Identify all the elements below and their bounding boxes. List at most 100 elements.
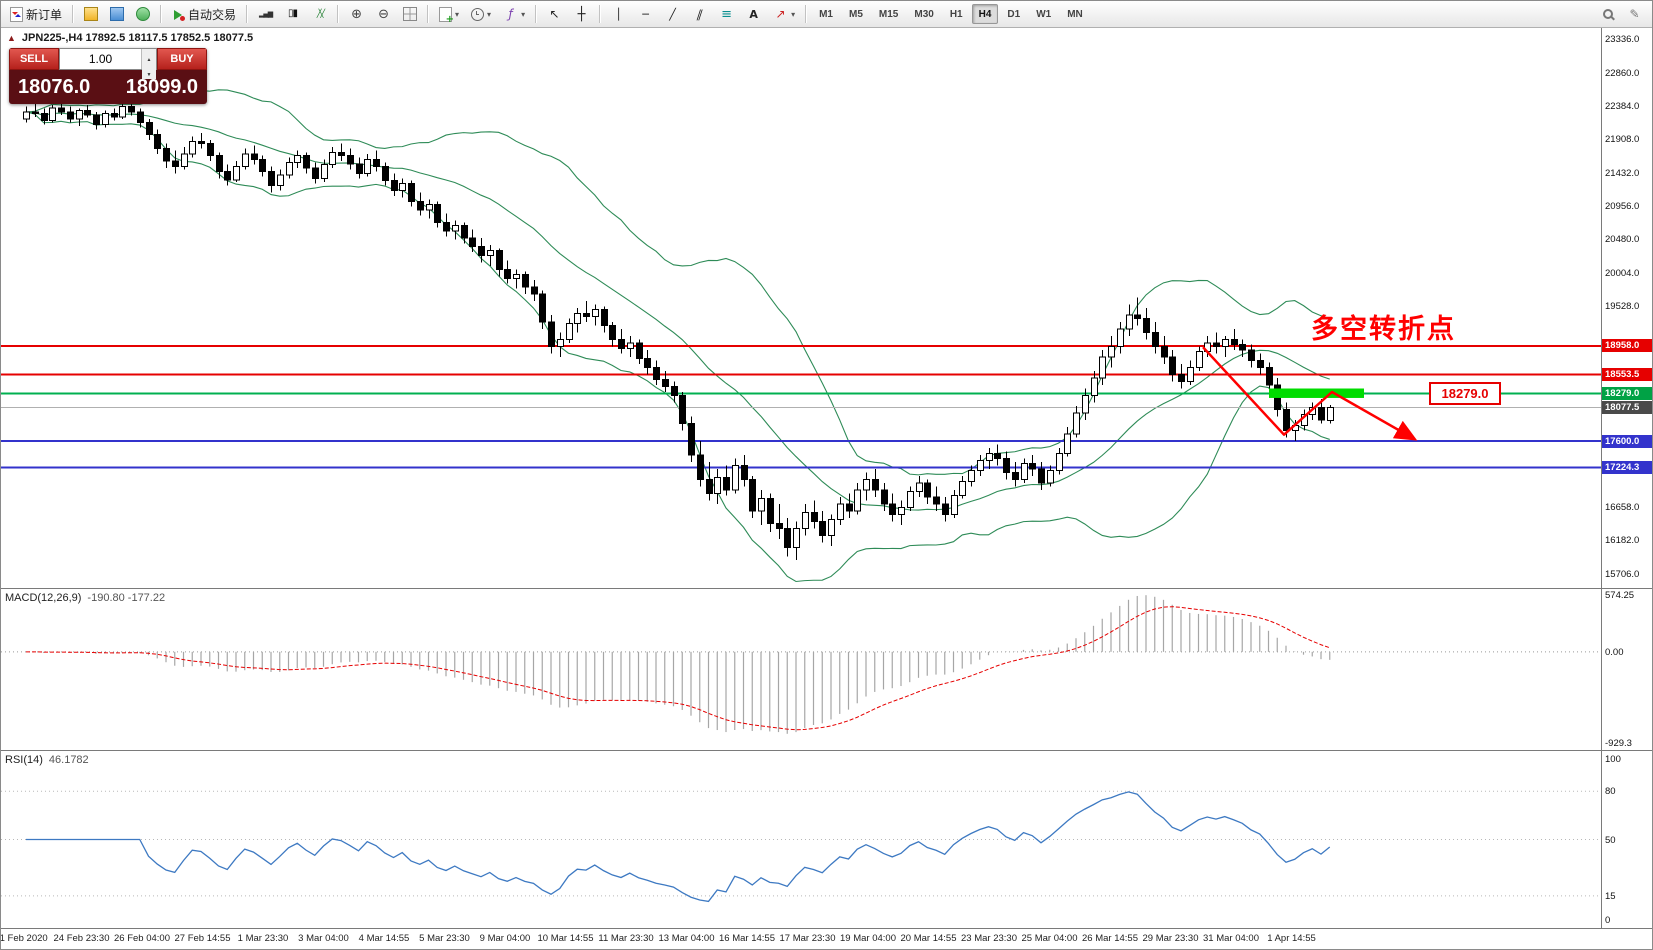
candlestick-series bbox=[23, 101, 1334, 560]
cursor-tool[interactable] bbox=[542, 3, 567, 25]
timeframe-m1[interactable]: M1 bbox=[812, 4, 840, 24]
zone-rectangle[interactable] bbox=[1269, 388, 1364, 398]
macd-label: MACD(12,26,9) -190.80 -177.22 bbox=[5, 592, 165, 604]
time-axis-label: 9 Mar 04:00 bbox=[479, 933, 531, 944]
buy-button[interactable]: BUY bbox=[157, 48, 207, 70]
auto-trading-icon bbox=[172, 8, 186, 21]
price-callout-label[interactable]: 18279.0 bbox=[1429, 382, 1501, 405]
caret-down-icon: ▾ bbox=[487, 9, 492, 19]
rsi-axis-label: 0 bbox=[1605, 915, 1611, 926]
edit-button[interactable] bbox=[1622, 3, 1647, 25]
toolbar-right-icons bbox=[1595, 1, 1648, 26]
toolbar-separator bbox=[246, 5, 249, 23]
time-axis-label: 16 Mar 14:55 bbox=[719, 933, 775, 944]
search-button[interactable] bbox=[1596, 3, 1620, 25]
hline-icon bbox=[638, 7, 653, 22]
grid-button[interactable] bbox=[398, 3, 422, 25]
chart-plot-area[interactable] bbox=[1, 28, 1601, 588]
line-chart-button[interactable] bbox=[307, 3, 332, 25]
crosshair-tool[interactable] bbox=[569, 3, 594, 25]
new-order-button[interactable]: 新订单 bbox=[5, 3, 67, 25]
price-tick-label: 15706.0 bbox=[1605, 568, 1640, 580]
macd-pane: MACD(12,26,9) -190.80 -177.22 574.25 0.00 -… bbox=[1, 588, 1652, 750]
zoom-out-icon bbox=[376, 7, 391, 22]
time-axis-label: 23 Mar 23:30 bbox=[961, 933, 1017, 944]
caret-down-icon: ▾ bbox=[521, 9, 526, 19]
ask-price: 18099.0 bbox=[125, 75, 198, 98]
caret-down-icon: ▾ bbox=[455, 9, 460, 19]
candlestick-chart-button[interactable] bbox=[280, 3, 305, 25]
trend-arrow[interactable] bbox=[1202, 346, 1418, 441]
rsi-plot-area[interactable] bbox=[1, 751, 1601, 928]
toolbar-separator bbox=[535, 5, 538, 23]
one-click-collapse-icon[interactable]: ▲ bbox=[7, 33, 16, 43]
terminal-toggle[interactable] bbox=[131, 3, 155, 25]
toolbar-separator bbox=[427, 5, 430, 23]
new-chart-icon bbox=[439, 6, 454, 25]
volume-increase-button[interactable] bbox=[142, 49, 156, 64]
rsi-axis-label: 100 bbox=[1605, 754, 1621, 765]
chart-annotation-text[interactable]: 多空转折点 bbox=[1311, 314, 1456, 344]
trendline-icon bbox=[665, 7, 680, 22]
volume-decrease-button[interactable] bbox=[142, 64, 156, 79]
macd-plot-area[interactable] bbox=[1, 589, 1601, 750]
vertical-line-tool[interactable] bbox=[606, 3, 631, 25]
fibonacci-tool[interactable] bbox=[714, 3, 739, 25]
time-axis[interactable]: 21 Feb 2020 24 Feb 23:30 26 Feb 04:00 27 Fe… bbox=[1, 928, 1652, 949]
new-chart-button[interactable]: ▾ bbox=[434, 3, 464, 25]
price-axis[interactable]: 23336.0 22860.0 22384.0 21908.0 21432.0 20956… bbox=[1601, 28, 1652, 588]
zoom-out-button[interactable] bbox=[371, 3, 396, 25]
timeframe-d1[interactable]: D1 bbox=[1000, 4, 1027, 24]
time-axis-label: 31 Mar 04:00 bbox=[1203, 933, 1259, 944]
bid-ask-prices: 18076.0 18099.0 bbox=[9, 70, 207, 104]
channel-tool[interactable] bbox=[687, 3, 712, 25]
horizontal-line-tool[interactable] bbox=[633, 3, 658, 25]
resistance-line-18958-chip: 18958.0 bbox=[1602, 339, 1652, 353]
timeframe-m5[interactable]: M5 bbox=[842, 4, 870, 24]
market-watch-toggle[interactable] bbox=[79, 3, 103, 25]
macd-axis-label: 0.00 bbox=[1605, 646, 1624, 658]
cursor-icon bbox=[547, 7, 562, 22]
macd-signal-line bbox=[25, 606, 1330, 731]
trendline-tool[interactable] bbox=[660, 3, 685, 25]
auto-trading-button-label: 自动交易 bbox=[188, 7, 237, 22]
bar-chart-button[interactable] bbox=[253, 3, 278, 25]
price-tick-label: 20956.0 bbox=[1605, 201, 1640, 213]
toolbar-separator bbox=[805, 5, 808, 23]
auto-trading-button[interactable]: 自动交易 bbox=[167, 3, 241, 25]
navigator-icon bbox=[110, 7, 125, 21]
zoom-in-button[interactable] bbox=[344, 3, 369, 25]
timeframe-h4[interactable]: H4 bbox=[971, 4, 999, 24]
price-tick-label: 19528.0 bbox=[1605, 301, 1640, 313]
timeframe-m30[interactable]: M30 bbox=[907, 4, 940, 24]
timeframe-m15[interactable]: M15 bbox=[872, 4, 905, 24]
time-axis-label: 24 Feb 23:30 bbox=[53, 933, 110, 944]
macd-axis[interactable]: 574.25 0.00 -929.3 bbox=[1601, 589, 1652, 750]
timeframe-mn[interactable]: MN bbox=[1060, 4, 1090, 24]
profiles-button[interactable]: ▾ bbox=[466, 3, 496, 25]
timeframe-w1[interactable]: W1 bbox=[1029, 4, 1058, 24]
rsi-pane: RSI(14) 46.1782 100 80 50 15 0 bbox=[1, 750, 1652, 928]
arrows-tool[interactable]: ▾ bbox=[768, 3, 800, 25]
volume-input[interactable] bbox=[60, 49, 141, 69]
navigator-toggle[interactable] bbox=[105, 3, 129, 25]
text-tool[interactable] bbox=[741, 3, 766, 25]
macd-values: -190.80 -177.22 bbox=[87, 592, 166, 604]
time-axis-label: 1 Mar 23:30 bbox=[237, 933, 289, 944]
timeframe-h1[interactable]: H1 bbox=[943, 4, 970, 24]
support-line-18279-chip: 18279.0 bbox=[1602, 386, 1652, 400]
volume-spinners bbox=[141, 49, 156, 79]
one-click-trading-widget: SELL BUY 18076.0 18099.0 bbox=[9, 48, 207, 104]
arrows-icon bbox=[773, 7, 788, 22]
time-axis-label: 20 Mar 14:55 bbox=[900, 933, 957, 944]
template-button[interactable]: ▾ bbox=[498, 3, 530, 25]
rsi-title: RSI(14) bbox=[5, 754, 43, 766]
sell-button[interactable]: SELL bbox=[9, 48, 59, 70]
rsi-axis-label: 50 bbox=[1605, 834, 1616, 846]
time-axis-label: 26 Mar 14:55 bbox=[1082, 933, 1138, 944]
bid-price: 18076.0 bbox=[18, 75, 91, 98]
rsi-axis[interactable]: 100 80 50 15 0 bbox=[1601, 751, 1652, 928]
chart-window: ▲ JPN225-,H4 17892.5 18117.5 17852.5 180… bbox=[1, 28, 1652, 949]
